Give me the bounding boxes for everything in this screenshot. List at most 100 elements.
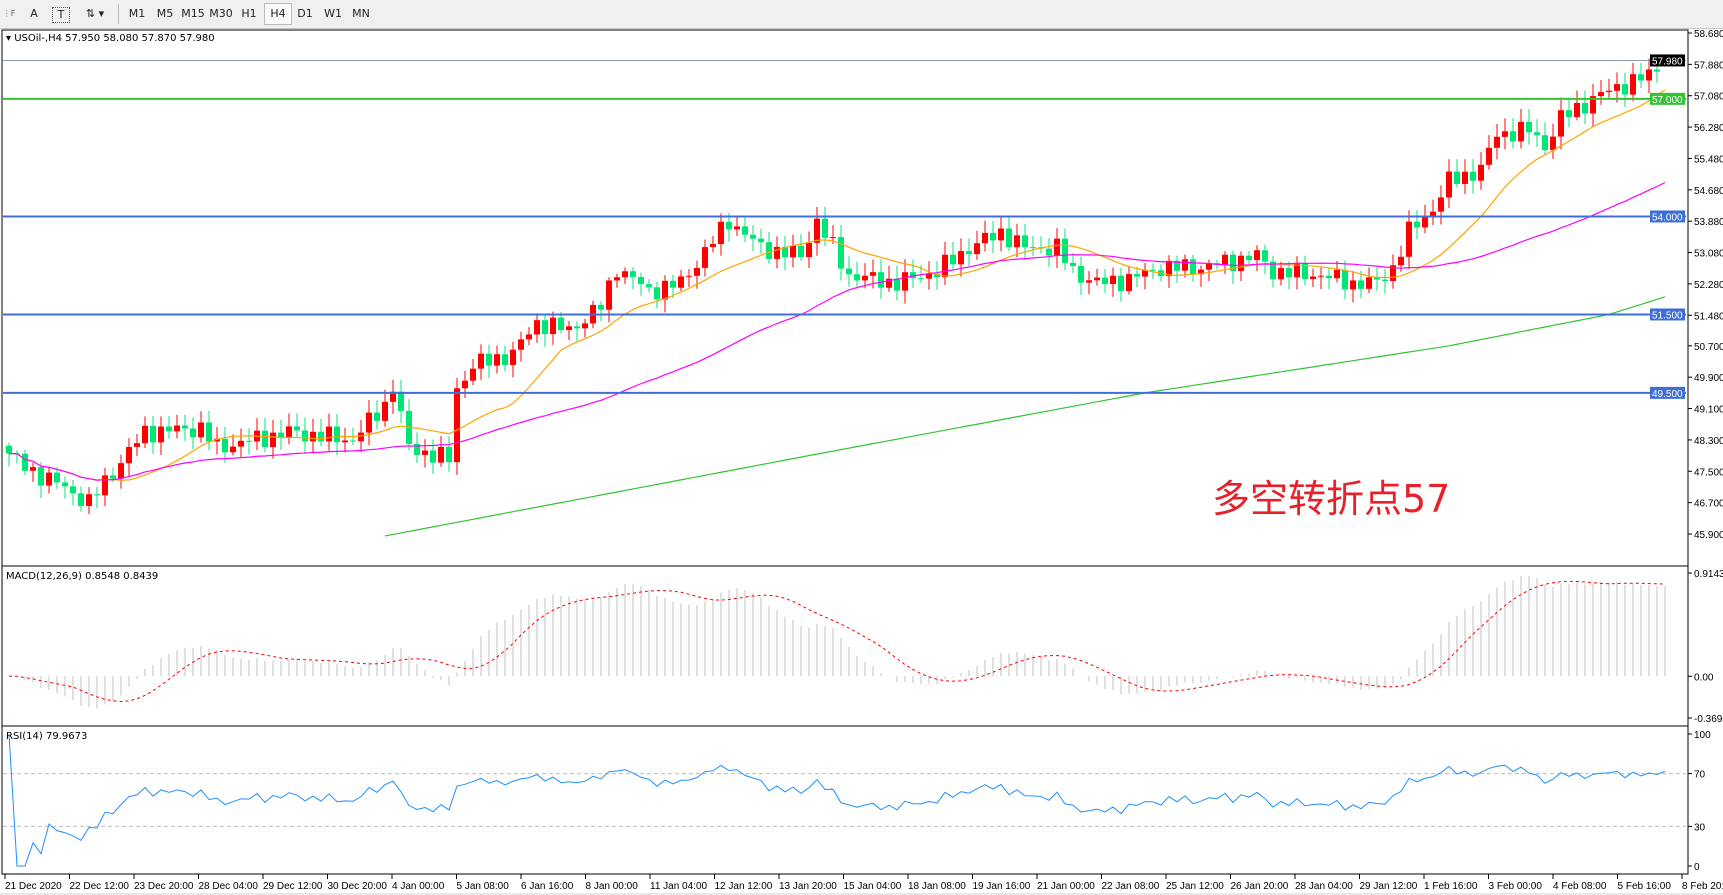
candle bbox=[1142, 262, 1148, 290]
candle bbox=[182, 414, 188, 441]
candle-body bbox=[334, 426, 340, 443]
candle-body bbox=[862, 275, 868, 281]
candle-body bbox=[1014, 235, 1020, 248]
candle bbox=[94, 486, 100, 509]
candle-body bbox=[1382, 279, 1388, 282]
candle bbox=[1646, 58, 1652, 94]
fibo-icon[interactable]: ⋮F bbox=[2, 9, 16, 18]
price-level-tag-label: 57.980 bbox=[1652, 56, 1683, 67]
timeframe-m30[interactable]: M30 bbox=[209, 7, 233, 20]
candle bbox=[574, 321, 580, 342]
candle-body bbox=[238, 440, 244, 447]
text-label-tool-button[interactable]: T bbox=[52, 7, 70, 23]
price-level-tag-label: 57.000 bbox=[1652, 95, 1683, 106]
timeframe-h1[interactable]: H1 bbox=[241, 7, 257, 20]
candle-body bbox=[62, 482, 68, 487]
candle-body bbox=[582, 323, 588, 329]
candle-body bbox=[1078, 266, 1084, 283]
candle-body bbox=[1222, 254, 1228, 265]
timeframe-m5[interactable]: M5 bbox=[156, 7, 174, 20]
candle-body bbox=[950, 254, 956, 265]
price-tick-label: 55.480 bbox=[1694, 154, 1723, 165]
candle-body bbox=[814, 218, 820, 243]
candle-body bbox=[158, 426, 164, 443]
time-tick-label: 19 Jan 16:00 bbox=[973, 881, 1031, 892]
time-tick-label: 28 Dec 04:00 bbox=[199, 881, 259, 892]
moving-average-line-2 bbox=[8, 181, 1666, 481]
candle bbox=[1470, 159, 1476, 194]
candle bbox=[646, 279, 652, 293]
time-tick-label: 4 Jan 00:00 bbox=[392, 881, 445, 892]
candle bbox=[1430, 199, 1436, 226]
rsi-tick-label: 70 bbox=[1694, 770, 1706, 781]
candle-body bbox=[6, 445, 12, 454]
candle bbox=[78, 486, 84, 512]
candle bbox=[1150, 263, 1156, 279]
timeframe-h4[interactable]: H4 bbox=[264, 3, 292, 25]
candle-body bbox=[934, 273, 940, 278]
candle-body bbox=[694, 267, 700, 276]
candle-body bbox=[1190, 259, 1196, 275]
candle-body bbox=[1134, 274, 1140, 277]
candle bbox=[662, 275, 668, 313]
candle bbox=[1462, 159, 1468, 195]
candle bbox=[286, 413, 292, 445]
candle bbox=[1534, 119, 1540, 147]
text-tool-button[interactable]: A bbox=[30, 7, 38, 20]
time-tick-label: 6 Jan 16:00 bbox=[521, 881, 574, 892]
candle bbox=[950, 241, 956, 271]
candle-body bbox=[1238, 255, 1244, 272]
candle bbox=[1006, 216, 1012, 251]
candle-body bbox=[910, 272, 916, 279]
timeframe-m1[interactable]: M1 bbox=[128, 7, 146, 20]
price-level-tag: 54.000 bbox=[1650, 210, 1685, 223]
candle bbox=[814, 206, 820, 256]
macd-tick-label: 0.00 bbox=[1694, 672, 1714, 683]
candle-body bbox=[182, 425, 188, 429]
candle-body bbox=[974, 243, 980, 255]
candle-body bbox=[30, 467, 36, 471]
candle-body bbox=[510, 349, 516, 365]
candle-body bbox=[198, 422, 204, 438]
timeframe-d1[interactable]: D1 bbox=[297, 7, 313, 20]
time-tick-label: 21 Jan 00:00 bbox=[1037, 881, 1095, 892]
timeframe-mn[interactable]: MN bbox=[352, 7, 370, 20]
candle-body bbox=[1494, 136, 1500, 148]
candle bbox=[1614, 72, 1620, 103]
candle bbox=[702, 239, 708, 277]
candle bbox=[1398, 245, 1404, 272]
timeframe-w1[interactable]: W1 bbox=[324, 7, 342, 20]
candle bbox=[654, 281, 660, 309]
candle-body bbox=[806, 242, 812, 258]
candle bbox=[1302, 255, 1308, 286]
candle bbox=[774, 236, 780, 269]
candle-body bbox=[222, 438, 228, 453]
candle-body bbox=[958, 251, 964, 265]
panel-frame bbox=[1, 29, 1689, 567]
candle-body bbox=[262, 430, 268, 448]
candle-body bbox=[1318, 275, 1324, 277]
price-level-tag: 57.000 bbox=[1650, 92, 1685, 106]
candle-body bbox=[246, 440, 252, 442]
candle bbox=[1406, 210, 1412, 270]
candle-body bbox=[494, 354, 500, 366]
candle-body bbox=[1422, 216, 1428, 228]
candle-body bbox=[174, 425, 180, 432]
candle bbox=[22, 449, 28, 476]
candle-body bbox=[86, 494, 92, 506]
candle bbox=[46, 467, 52, 494]
candle bbox=[478, 344, 484, 380]
candle bbox=[934, 261, 940, 290]
arrows-tool-dropdown[interactable]: ⇅ ▾ bbox=[85, 7, 105, 20]
candle bbox=[1174, 255, 1180, 284]
candle bbox=[342, 427, 348, 453]
candle bbox=[438, 436, 444, 467]
candle bbox=[1254, 245, 1260, 271]
candle bbox=[1022, 223, 1028, 261]
candle bbox=[910, 259, 916, 288]
timeframe-m15[interactable]: M15 bbox=[181, 7, 205, 20]
candle-body bbox=[1166, 260, 1172, 277]
candle bbox=[894, 265, 900, 301]
candle bbox=[854, 261, 860, 287]
